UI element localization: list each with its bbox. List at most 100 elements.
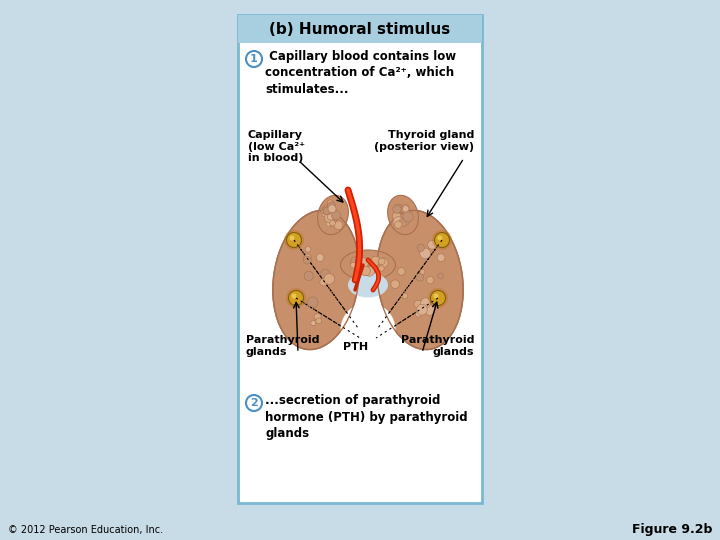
Circle shape [289, 291, 304, 306]
Circle shape [328, 205, 336, 213]
Ellipse shape [387, 195, 418, 235]
Circle shape [246, 395, 262, 411]
Circle shape [420, 298, 431, 308]
Circle shape [284, 230, 304, 250]
Circle shape [327, 216, 337, 226]
Circle shape [437, 254, 445, 261]
Ellipse shape [341, 250, 395, 280]
Circle shape [420, 248, 431, 259]
Circle shape [351, 256, 361, 267]
Circle shape [416, 273, 423, 281]
Circle shape [330, 220, 336, 226]
Circle shape [311, 321, 316, 326]
Circle shape [286, 288, 306, 308]
Circle shape [316, 254, 324, 261]
Circle shape [361, 266, 370, 276]
Circle shape [415, 311, 421, 317]
Circle shape [393, 205, 401, 213]
Circle shape [395, 221, 402, 228]
Text: © 2012 Pearson Education, Inc.: © 2012 Pearson Education, Inc. [8, 525, 163, 535]
Circle shape [426, 276, 434, 284]
Text: Capillary
(low Ca²⁺
in blood): Capillary (low Ca²⁺ in blood) [248, 130, 305, 163]
FancyBboxPatch shape [238, 15, 482, 503]
Circle shape [305, 247, 311, 252]
Circle shape [287, 233, 302, 247]
Circle shape [433, 294, 438, 299]
Circle shape [394, 204, 402, 213]
Circle shape [304, 271, 313, 281]
Circle shape [402, 219, 409, 225]
Circle shape [434, 233, 449, 247]
Circle shape [397, 268, 405, 275]
Circle shape [316, 318, 322, 324]
Circle shape [391, 280, 400, 288]
Text: (b) Humoral stimulus: (b) Humoral stimulus [269, 22, 451, 37]
Circle shape [359, 258, 369, 268]
Circle shape [330, 207, 336, 213]
Circle shape [428, 288, 448, 308]
Circle shape [379, 258, 388, 267]
Ellipse shape [273, 211, 359, 349]
Circle shape [438, 273, 444, 279]
Circle shape [351, 262, 356, 268]
Ellipse shape [341, 302, 395, 357]
Circle shape [399, 219, 408, 227]
Circle shape [428, 240, 436, 249]
Circle shape [379, 266, 384, 271]
Circle shape [438, 235, 443, 240]
Circle shape [379, 258, 385, 265]
Circle shape [361, 268, 368, 275]
Circle shape [364, 266, 374, 276]
Circle shape [417, 244, 424, 252]
Circle shape [361, 268, 367, 275]
Circle shape [400, 207, 405, 212]
Circle shape [403, 212, 413, 222]
Circle shape [328, 202, 336, 210]
Ellipse shape [318, 195, 348, 235]
Circle shape [400, 205, 410, 213]
Circle shape [431, 291, 446, 306]
Circle shape [326, 221, 331, 226]
Circle shape [393, 217, 403, 227]
Ellipse shape [348, 273, 388, 298]
Text: Figure 9.2b: Figure 9.2b [631, 523, 712, 537]
Circle shape [371, 256, 380, 266]
Text: Thyroid gland
(posterior view): Thyroid gland (posterior view) [374, 130, 474, 152]
Circle shape [289, 235, 294, 240]
Circle shape [292, 294, 297, 299]
Circle shape [416, 304, 427, 315]
Circle shape [392, 212, 400, 220]
Circle shape [324, 274, 335, 284]
FancyBboxPatch shape [238, 15, 482, 43]
Text: Parathyroid
glands: Parathyroid glands [400, 335, 474, 356]
Circle shape [403, 210, 410, 217]
Circle shape [321, 207, 328, 214]
Circle shape [321, 207, 332, 217]
Circle shape [327, 212, 335, 220]
Circle shape [323, 205, 332, 215]
Circle shape [328, 200, 333, 206]
Text: ...secretion of parathyroid
hormone (PTH) by parathyroid
glands: ...secretion of parathyroid hormone (PTH… [265, 394, 467, 440]
Circle shape [304, 254, 311, 261]
Text: Parathyroid
glands: Parathyroid glands [246, 335, 320, 356]
Text: 1: 1 [250, 54, 258, 64]
Circle shape [414, 300, 422, 308]
Circle shape [420, 269, 425, 274]
Circle shape [331, 211, 341, 220]
Circle shape [320, 279, 328, 286]
Text: Capillary blood contains low
concentration of Ca²⁺, which
stimulates...: Capillary blood contains low concentrati… [265, 50, 456, 96]
Circle shape [369, 264, 377, 272]
Circle shape [314, 313, 321, 320]
Text: PTH: PTH [343, 342, 369, 352]
Circle shape [432, 230, 452, 250]
Circle shape [323, 207, 330, 214]
Circle shape [425, 305, 435, 315]
Circle shape [324, 212, 335, 223]
Text: 2: 2 [250, 398, 258, 408]
Circle shape [307, 297, 318, 308]
Circle shape [334, 221, 343, 230]
Circle shape [402, 293, 408, 299]
Circle shape [303, 256, 311, 264]
Ellipse shape [377, 211, 463, 349]
Circle shape [402, 206, 409, 212]
